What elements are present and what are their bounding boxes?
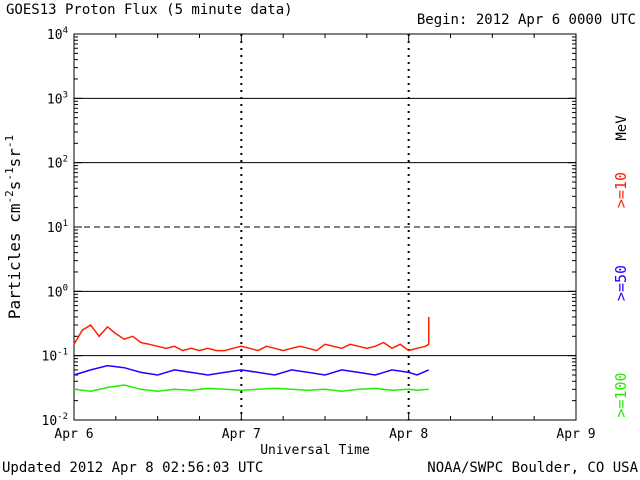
y-tick-label: 10-2 bbox=[42, 412, 69, 429]
y-axis-label-part: -1 bbox=[3, 135, 16, 148]
x-tick-label: Apr 8 bbox=[389, 427, 428, 442]
y-axis-label-part: -2 bbox=[3, 190, 16, 203]
series-line bbox=[73, 324, 430, 352]
legend-entry: >=100 bbox=[612, 372, 630, 417]
x-tick-label: Apr 6 bbox=[54, 427, 93, 442]
source-label: NOAA/SWPC Boulder, CO USA bbox=[427, 460, 638, 476]
y-axis-label-part: Particles cm bbox=[5, 204, 24, 320]
y-tick-label: 10-1 bbox=[42, 348, 69, 365]
chart-title: GOES13 Proton Flux (5 minute data) bbox=[6, 2, 293, 18]
begin-date: Begin: 2012 Apr 6 0000 UTC bbox=[416, 12, 636, 28]
y-tick-label: 100 bbox=[47, 283, 68, 300]
x-tick-label: Apr 7 bbox=[222, 427, 261, 442]
y-tick-label: 101 bbox=[47, 219, 68, 236]
x-tick-label: Apr 9 bbox=[556, 427, 595, 442]
y-tick-label: 103 bbox=[47, 90, 68, 107]
series-line bbox=[73, 384, 429, 392]
updated-timestamp: Updated 2012 Apr 8 02:56:03 UTC bbox=[2, 460, 264, 476]
legend-entry: >=50 bbox=[612, 265, 630, 301]
y-tick-label: 102 bbox=[47, 155, 68, 172]
legend-unit: MeV bbox=[614, 115, 630, 141]
y-axis-label-part: -1 bbox=[3, 167, 16, 180]
y-axis-label: Particles cm-2s-1sr-1 bbox=[3, 135, 24, 319]
x-axis-label: Universal Time bbox=[260, 443, 370, 458]
legend-entry: >=10 bbox=[612, 172, 630, 208]
y-axis-label-part: sr bbox=[5, 148, 24, 168]
y-tick-label: 104 bbox=[47, 26, 68, 43]
y-axis-label-part: s bbox=[5, 181, 24, 191]
series-line bbox=[73, 364, 429, 376]
